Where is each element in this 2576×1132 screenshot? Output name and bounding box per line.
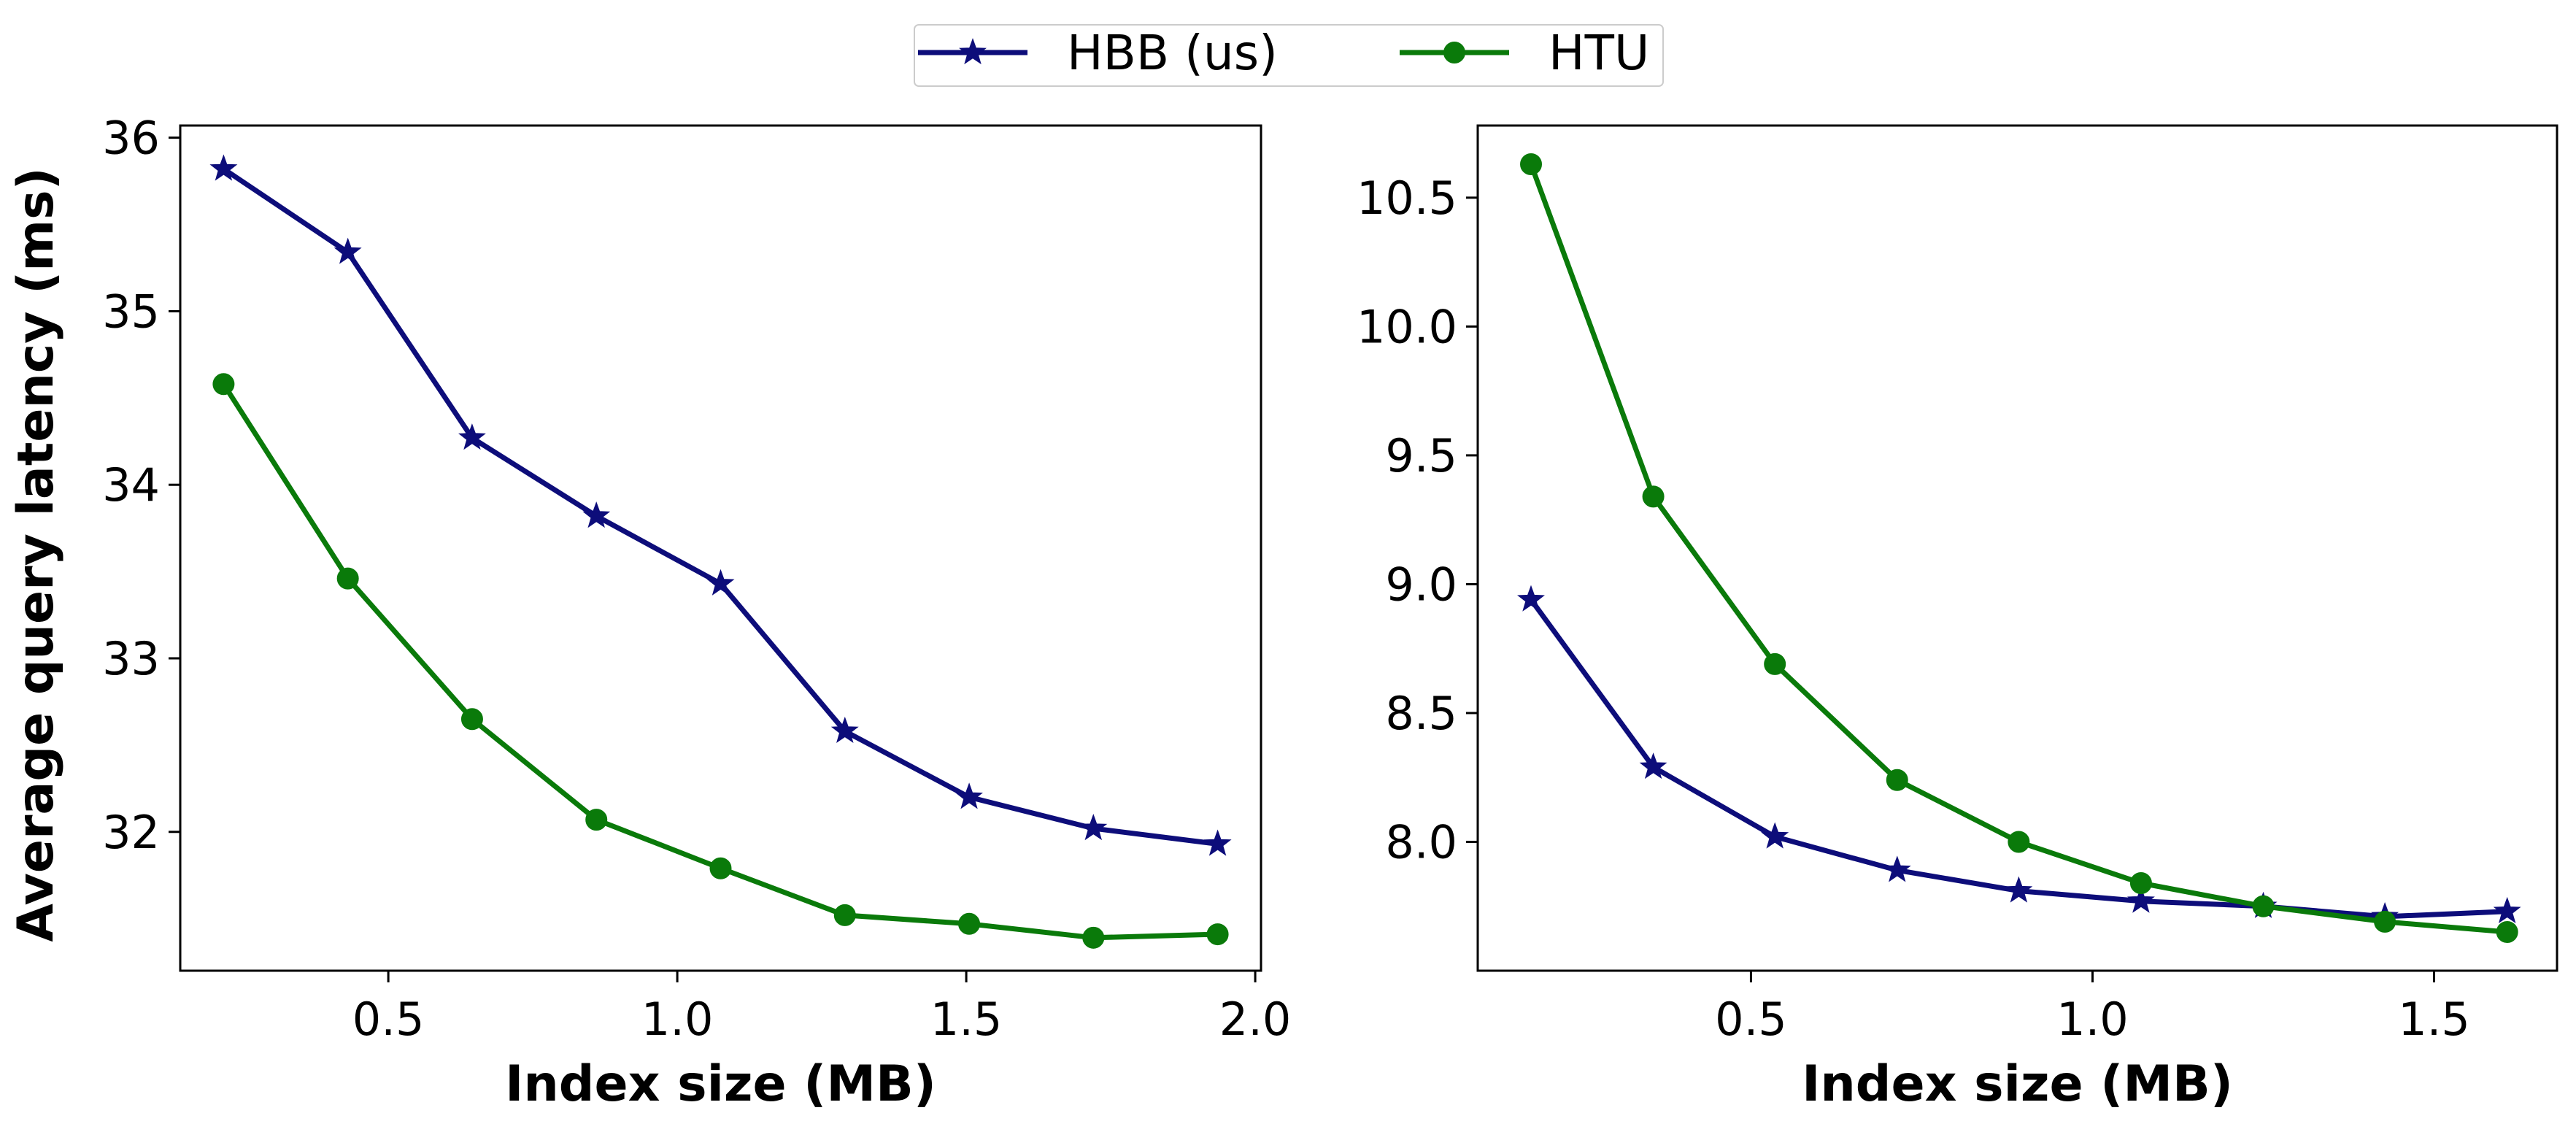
data-point-hbb (333, 237, 362, 264)
y-tick-label: 32 (102, 806, 160, 859)
left-panel: 0.5 1.0 1.5 2.0 32 33 34 35 36 Index size (MB) (102, 112, 1291, 1113)
legend-frame (914, 24, 1664, 87)
data-point-hbb (458, 423, 486, 450)
data-point-hbb (2493, 896, 2521, 923)
axes-frame (179, 124, 1262, 972)
legend-label-htu: HTU (1549, 25, 1649, 81)
data-point-hbb (1203, 829, 1232, 856)
data-point-htu (1764, 652, 1786, 675)
y-tick-label: 8.0 (1385, 815, 1457, 869)
data-point-htu (833, 904, 856, 926)
y-tick-label: 10.0 (1357, 300, 1457, 353)
data-point-htu (1520, 153, 1543, 175)
axes-frame (1476, 124, 2558, 972)
data-point-htu (1886, 769, 1908, 791)
x-tick-label: 0.5 (1715, 993, 1787, 1046)
data-point-htu (1642, 485, 1665, 508)
data-point-htu (2252, 895, 2275, 917)
data-point-htu (212, 373, 235, 396)
circle-icon (1443, 42, 1465, 63)
data-point-hbb (1517, 585, 1545, 612)
star-icon (959, 38, 987, 65)
data-point-htu (336, 567, 359, 590)
legend-star-marker (959, 38, 987, 65)
data-point-hbb (1761, 822, 1789, 849)
x-tick-label: 1.5 (2398, 993, 2470, 1046)
x-tick-label: 2.0 (1219, 993, 1292, 1046)
legend-circle-marker (1443, 42, 1465, 63)
y-axis-title: Average query latency (ms) (7, 167, 65, 942)
y-tick-label: 35 (102, 285, 160, 338)
legend: HBB (us) HTU (914, 24, 1664, 87)
data-point-htu (460, 708, 483, 731)
data-point-htu (2129, 871, 2152, 894)
y-tick-label: 8.5 (1385, 687, 1457, 740)
data-point-htu (585, 809, 608, 831)
data-point-hbb (2127, 886, 2155, 913)
data-point-htu (958, 912, 981, 935)
data-point-hbb (2005, 876, 2033, 903)
x-axis-title: Index size (MB) (1802, 1055, 2233, 1113)
x-axis-title: Index size (MB) (505, 1055, 936, 1113)
x-tick-label: 1.0 (2056, 993, 2129, 1046)
data-point-hbb (582, 501, 611, 528)
data-point-htu (2496, 921, 2518, 944)
x-tick-label: 0.5 (352, 993, 425, 1046)
data-point-hbb (209, 154, 238, 181)
data-point-htu (1206, 923, 1229, 946)
y-tick-label: 9.0 (1385, 558, 1457, 611)
y-tick-label: 34 (102, 458, 160, 512)
data-point-hbb (1079, 814, 1108, 841)
right-panel: 0.5 1.0 1.5 8.0 8.5 9.0 9.5 10.0 10.5 Index size … (1357, 124, 2558, 1113)
data-point-htu (709, 857, 732, 879)
y-tick-label: 36 (102, 112, 160, 165)
data-point-hbb (955, 782, 983, 809)
data-point-htu (2008, 831, 2030, 853)
legend-label-hbb: HBB (us) (1067, 25, 1278, 81)
y-tick-label: 10.5 (1357, 172, 1457, 225)
data-point-htu (1082, 926, 1105, 949)
data-point-hbb (1639, 752, 1667, 779)
data-point-hbb (1883, 855, 1911, 882)
data-point-htu (2374, 910, 2396, 933)
x-tick-label: 1.5 (930, 993, 1003, 1046)
data-point-hbb (830, 716, 859, 743)
data-point-hbb (706, 569, 735, 596)
y-tick-label: 33 (102, 632, 160, 685)
x-tick-label: 1.0 (641, 993, 714, 1046)
y-tick-label: 9.5 (1385, 429, 1457, 482)
